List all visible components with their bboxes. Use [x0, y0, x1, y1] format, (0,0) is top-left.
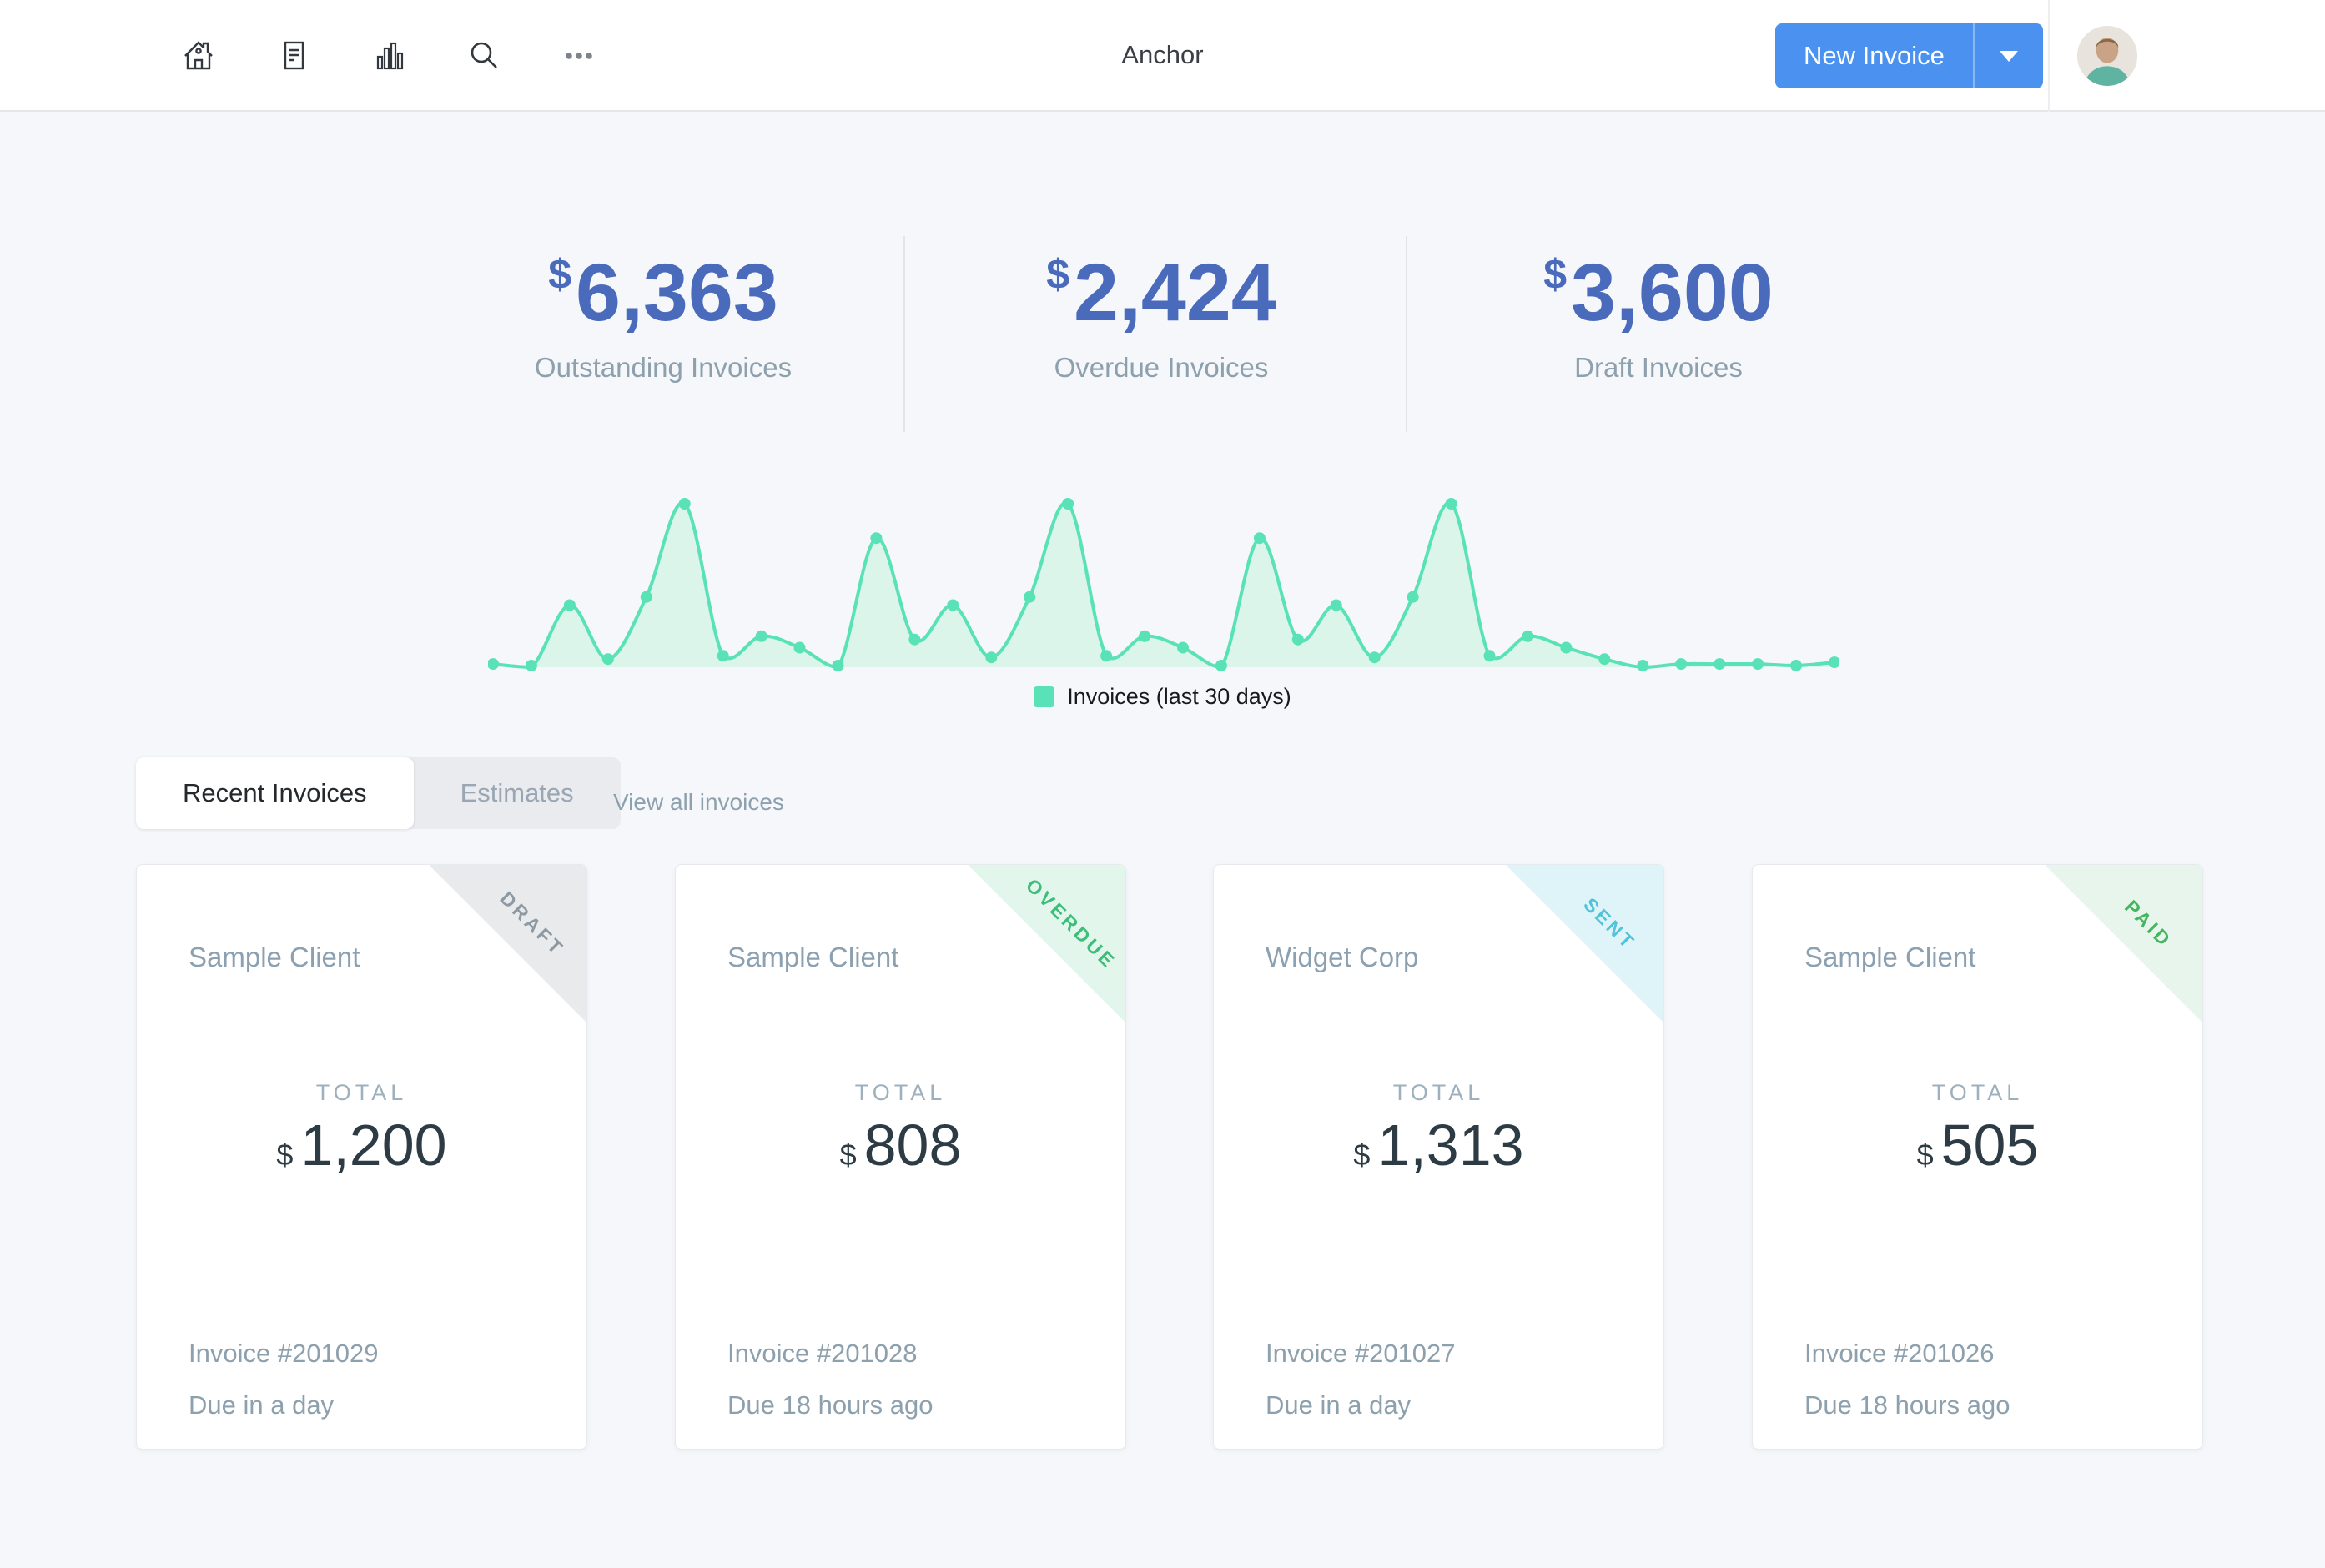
- stat-outstanding: $6,363 Outstanding Invoices: [413, 250, 913, 384]
- currency-symbol: $: [548, 251, 572, 298]
- invoices-icon[interactable]: [275, 38, 312, 74]
- currency-symbol: $: [276, 1138, 294, 1172]
- status-ribbon: SENT: [1507, 865, 1663, 1022]
- stat-amount: 3,600: [1571, 247, 1774, 338]
- total-label: TOTAL: [315, 1080, 408, 1105]
- stat-value: $2,424: [911, 250, 1412, 335]
- invoice-card[interactable]: DRAFT Sample Client TOTAL $1,200 Invoice…: [136, 864, 587, 1450]
- client-name: Sample Client: [1804, 942, 1976, 972]
- user-avatar[interactable]: [2077, 26, 2137, 86]
- currency-symbol: $: [1916, 1138, 1934, 1172]
- currency-symbol: $: [1353, 1138, 1371, 1172]
- total-label: TOTAL: [1392, 1080, 1485, 1105]
- stat-overdue: $2,424 Overdue Invoices: [911, 250, 1412, 384]
- home-icon[interactable]: [180, 38, 217, 74]
- search-icon[interactable]: [466, 38, 502, 74]
- tab-estimates[interactable]: Estimates: [460, 778, 574, 807]
- invoice-total: $505: [1753, 1112, 2202, 1179]
- status-ribbon: OVERDUE: [969, 865, 1125, 1022]
- status-badge: OVERDUE: [1022, 874, 1121, 973]
- more-icon[interactable]: [561, 38, 597, 74]
- topbar-divider: [2048, 0, 2050, 112]
- client-name: Sample Client: [727, 942, 899, 972]
- stat-value: $3,600: [1408, 250, 1909, 335]
- status-badge: SENT: [1578, 893, 1640, 955]
- status-ribbon: PAID: [2046, 865, 2202, 1022]
- invoice-total: $1,200: [137, 1112, 586, 1179]
- new-invoice-dropdown[interactable]: [1972, 23, 2043, 88]
- due-date: Due in a day: [1266, 1390, 1412, 1420]
- invoice-card[interactable]: SENT Widget Corp TOTAL $1,313 Invoice #2…: [1213, 864, 1664, 1450]
- due-date: Due 18 hours ago: [727, 1390, 934, 1420]
- currency-symbol: $: [1543, 251, 1568, 298]
- stat-label: Overdue Invoices: [1054, 351, 1269, 383]
- stat-divider: [1406, 236, 1407, 432]
- client-name: Sample Client: [189, 942, 360, 972]
- invoice-number: Invoice #201026: [1804, 1339, 1995, 1368]
- due-date: Due 18 hours ago: [1804, 1390, 2010, 1420]
- amount-value: 1,313: [1377, 1113, 1524, 1178]
- legend-label: Invoices (last 30 days): [1067, 684, 1291, 709]
- currency-symbol: $: [1046, 251, 1070, 298]
- invoices-chart: [487, 494, 1840, 676]
- new-invoice-label[interactable]: New Invoice: [1804, 41, 1945, 70]
- stat-value: $6,363: [413, 250, 913, 335]
- invoice-number: Invoice #201028: [727, 1339, 918, 1368]
- stat-amount: 2,424: [1074, 247, 1276, 338]
- stat-divider: [903, 236, 905, 432]
- invoice-card[interactable]: OVERDUE Sample Client TOTAL $808 Invoice…: [675, 864, 1126, 1450]
- invoice-total: $808: [676, 1112, 1125, 1179]
- view-all-invoices-link[interactable]: View all invoices: [613, 789, 784, 815]
- invoice-tabs: Recent Invoices Estimates: [136, 757, 621, 829]
- stat-draft: $3,600 Draft Invoices: [1408, 250, 1909, 384]
- stat-amount: 6,363: [576, 247, 778, 338]
- stat-label: Draft Invoices: [1574, 351, 1743, 383]
- invoice-number: Invoice #201027: [1266, 1339, 1456, 1368]
- client-name: Widget Corp: [1266, 942, 1419, 972]
- reports-icon[interactable]: [370, 38, 407, 74]
- due-date: Due in a day: [189, 1390, 335, 1420]
- invoice-total: $1,313: [1214, 1112, 1663, 1179]
- page-title: Anchor: [1121, 40, 1204, 69]
- invoice-card[interactable]: PAID Sample Client TOTAL $505 Invoice #2…: [1752, 864, 2203, 1450]
- stat-label: Outstanding Invoices: [534, 351, 793, 383]
- status-badge: PAID: [2120, 895, 2177, 952]
- top-bar: Anchor New Invoice: [0, 0, 2325, 112]
- status-ribbon: DRAFT: [430, 865, 586, 1022]
- invoice-number: Invoice #201029: [189, 1339, 379, 1368]
- main-nav: [180, 38, 597, 74]
- legend-swatch: [1034, 686, 1055, 707]
- chart-legend: Invoices (last 30 days): [0, 684, 2325, 710]
- total-label: TOTAL: [854, 1080, 947, 1105]
- status-badge: DRAFT: [496, 887, 570, 961]
- amount-value: 505: [1940, 1113, 2039, 1178]
- total-label: TOTAL: [1931, 1080, 2024, 1105]
- amount-value: 1,200: [300, 1113, 447, 1178]
- amount-value: 808: [863, 1113, 962, 1178]
- currency-symbol: $: [839, 1138, 857, 1172]
- new-invoice-button[interactable]: New Invoice: [1775, 23, 2043, 88]
- tab-recent-invoices[interactable]: Recent Invoices: [136, 757, 414, 829]
- chevron-down-icon: [1999, 50, 2018, 62]
